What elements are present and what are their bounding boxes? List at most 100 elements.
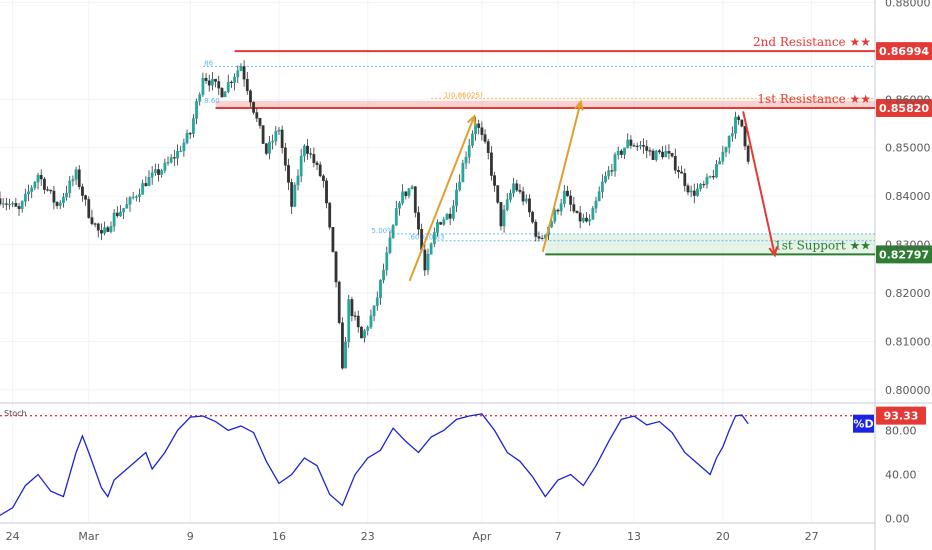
level-label: 1st Support ★★ bbox=[774, 238, 871, 252]
candle-body bbox=[150, 172, 154, 178]
candle-body bbox=[455, 189, 458, 207]
time-tick-label: 9 bbox=[187, 530, 194, 543]
candle-body bbox=[245, 78, 249, 92]
candle-body bbox=[524, 198, 528, 202]
candle-body bbox=[153, 169, 157, 173]
candle-body bbox=[391, 225, 395, 239]
candle-body bbox=[505, 199, 509, 210]
candle-body bbox=[207, 80, 211, 86]
candle-body bbox=[467, 145, 471, 158]
candle-body bbox=[55, 202, 59, 206]
candle-body bbox=[521, 191, 525, 202]
candle-body bbox=[518, 189, 522, 192]
candle-body bbox=[432, 232, 436, 244]
candle-body bbox=[442, 219, 446, 225]
candle-body bbox=[280, 129, 284, 148]
candle-body bbox=[204, 78, 208, 81]
candle-body bbox=[394, 208, 398, 226]
candle-body bbox=[531, 211, 535, 223]
candle-body bbox=[708, 176, 712, 178]
candle-body bbox=[746, 145, 750, 162]
candle-body bbox=[340, 322, 344, 369]
level-zone bbox=[215, 100, 875, 109]
candle-body bbox=[112, 212, 116, 227]
time-axis: 24 Mar 9 16 23 Apr 7 13 20 27 bbox=[6, 530, 819, 543]
candle-body bbox=[17, 206, 21, 209]
candle-body bbox=[502, 209, 506, 227]
candle-body bbox=[578, 212, 582, 222]
candle-body bbox=[198, 94, 202, 102]
candle-body bbox=[610, 170, 614, 172]
candle-body bbox=[138, 194, 141, 197]
candle-body bbox=[20, 201, 24, 209]
candle-body bbox=[591, 208, 595, 220]
candle-body bbox=[588, 219, 592, 222]
candle-body bbox=[727, 136, 731, 148]
candle-body bbox=[594, 200, 598, 209]
stochastic-panel: Stoch 80.00 40.00 0.00 %D 93.33 bbox=[0, 406, 926, 526]
candle-body bbox=[0, 198, 2, 205]
candle-body bbox=[689, 190, 693, 193]
arrow-shaft bbox=[541, 101, 582, 253]
support-resistance-lines: 2nd Resistance ★★ 0.86994 1st Resistance ★… bbox=[215, 35, 932, 264]
candle-body bbox=[436, 222, 439, 233]
candle-body bbox=[30, 187, 34, 192]
fib-label: 1(0.86025) bbox=[444, 91, 483, 99]
time-tick-label: 27 bbox=[805, 530, 819, 543]
candle-body bbox=[160, 170, 164, 175]
candle-body bbox=[686, 185, 690, 193]
price-tick-label: 0.80000 bbox=[885, 384, 931, 397]
fib-label: 5.00% bbox=[372, 227, 395, 235]
candle-body bbox=[702, 183, 706, 186]
candle-body bbox=[271, 140, 275, 143]
candle-body bbox=[49, 189, 53, 192]
time-tick-label: 13 bbox=[627, 530, 641, 543]
time-tick-label: 23 bbox=[361, 530, 375, 543]
candle-body bbox=[566, 190, 569, 197]
candle-body bbox=[353, 315, 357, 317]
candle-body bbox=[84, 195, 87, 200]
candle-body bbox=[302, 145, 306, 157]
candle-body bbox=[613, 154, 617, 172]
candle-body bbox=[230, 81, 233, 84]
candle-body bbox=[537, 236, 541, 239]
candle-body bbox=[293, 184, 297, 207]
candle-body bbox=[96, 223, 100, 231]
candle-body bbox=[125, 204, 129, 209]
candle-body bbox=[252, 101, 256, 113]
candle-body bbox=[71, 179, 75, 182]
candle-body bbox=[509, 192, 512, 200]
candle-body bbox=[258, 118, 262, 126]
candle-body bbox=[62, 196, 65, 204]
candle-body bbox=[299, 155, 303, 177]
candle-body bbox=[369, 315, 373, 328]
candle-body bbox=[87, 199, 91, 218]
level-price-tag-text: 0.85820 bbox=[879, 102, 929, 115]
candle-body bbox=[718, 161, 722, 165]
candle-body bbox=[58, 202, 62, 206]
candle-body bbox=[559, 203, 563, 212]
candle-body bbox=[730, 133, 734, 137]
candle-body bbox=[239, 66, 243, 71]
candle-body bbox=[366, 326, 370, 331]
candle-body bbox=[119, 211, 122, 217]
candle-body bbox=[27, 191, 30, 195]
candle-body bbox=[65, 192, 68, 198]
candle-body bbox=[4, 203, 8, 205]
candle-body bbox=[375, 297, 379, 306]
candle-body bbox=[214, 78, 217, 82]
candle-body bbox=[499, 202, 503, 227]
candle-body bbox=[372, 305, 376, 317]
candle-body bbox=[363, 330, 366, 339]
candle-body bbox=[236, 70, 240, 78]
candle-body bbox=[743, 126, 747, 147]
level-zone bbox=[545, 233, 875, 255]
level-label: 2nd Resistance ★★ bbox=[753, 35, 871, 49]
time-tick-label: 20 bbox=[716, 530, 730, 543]
price-tick-label: 0.85000 bbox=[885, 142, 931, 155]
stoch-series-label: %D bbox=[853, 418, 873, 431]
level-price-tag-text: 0.82797 bbox=[879, 248, 929, 261]
candle-body bbox=[388, 237, 392, 253]
candle-body bbox=[356, 315, 360, 328]
candle-body bbox=[11, 203, 15, 205]
